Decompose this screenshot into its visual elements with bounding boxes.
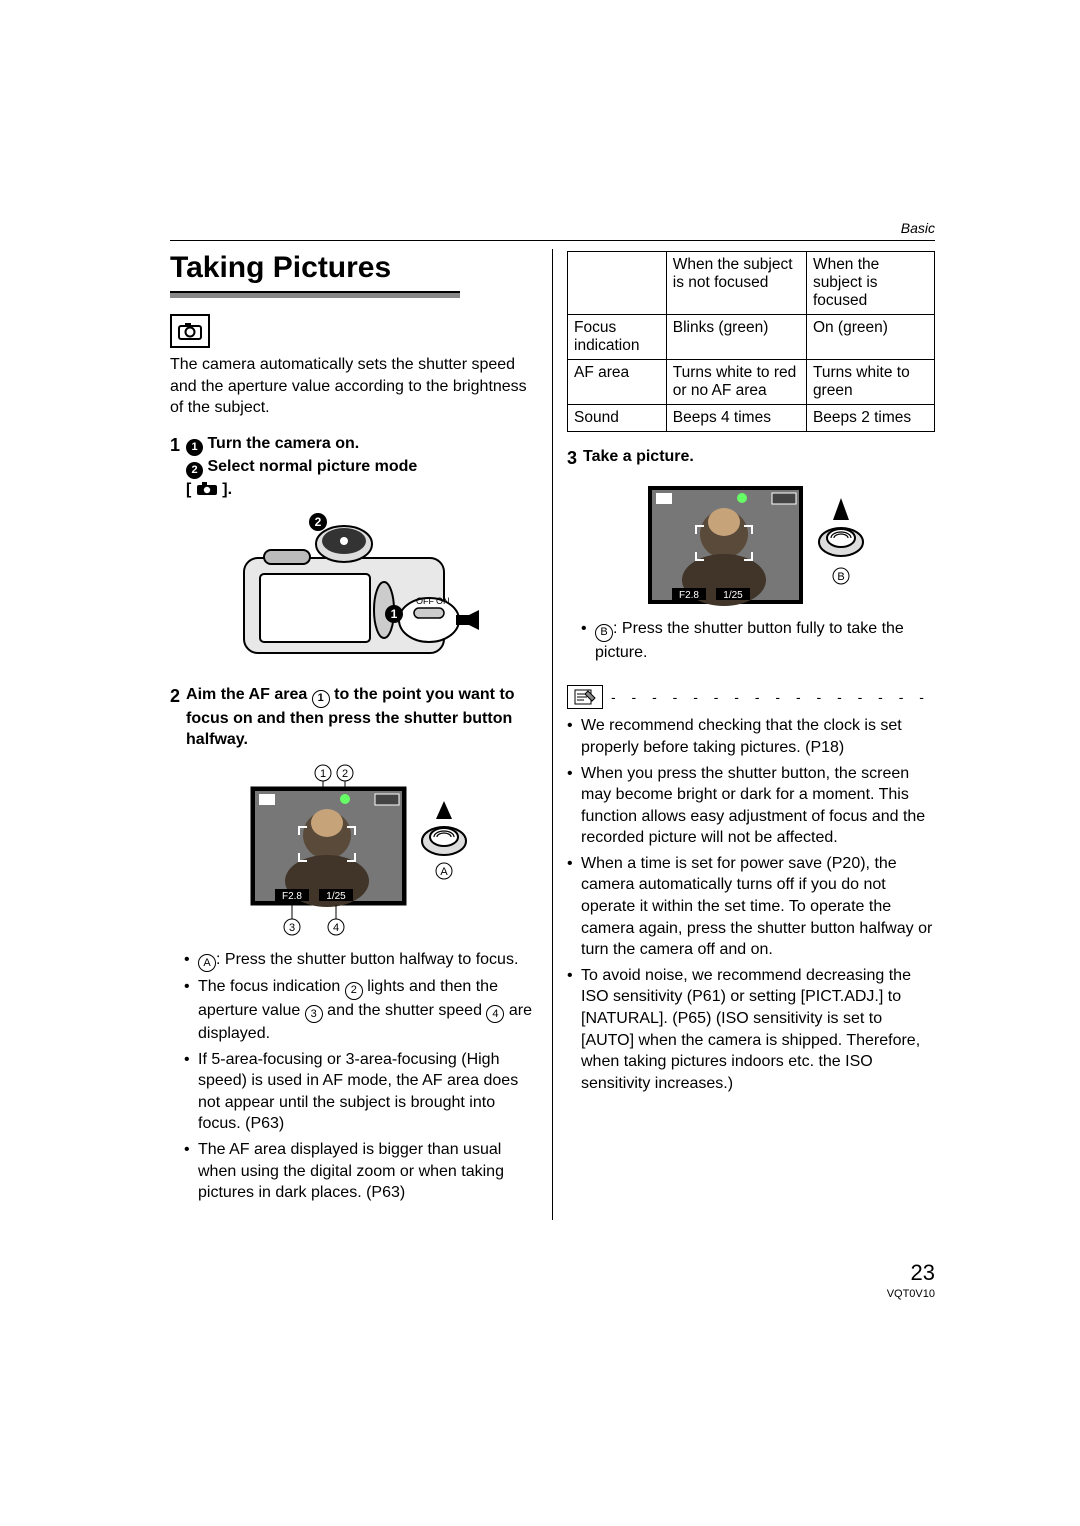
step-1: 1 1 Turn the camera on. 2 Select normal … [170,433,538,500]
step-content: 1 Turn the camera on. 2 Select normal pi… [186,433,538,500]
table-row: Focus indication Blinks (green) On (gree… [568,315,935,360]
section-label: Basic [170,220,935,236]
step-number: 2 [170,684,180,751]
circled-3: 3 [305,1005,323,1023]
tip: When a time is set for power save (P20),… [581,853,935,961]
step1-line2: Select normal picture mode [207,458,417,475]
step2-text1: Aim the AF area [186,686,312,703]
cell: When the subject is focused [806,252,934,315]
bullet: The AF area displayed is bigger than usu… [198,1139,538,1204]
cell [568,252,667,315]
camera-icon [196,482,218,496]
right-column: When the subject is not focused When the… [567,249,935,1220]
cell: Turns white to green [806,360,934,405]
bullet: A: Press the shutter button halfway to f… [198,949,538,972]
dashes: - - - - - - - - - - - - - - - - - [611,689,935,705]
page-title: Taking Pictures [170,251,538,285]
circled-4: 4 [486,1005,504,1023]
circled-1: 1 [312,690,330,708]
cell: Turns white to red or no AF area [666,360,806,405]
svg-text:B: B [837,571,844,583]
circled-B: B [595,624,613,642]
page-number: 23 [170,1260,935,1286]
step-3: 3 Take a picture. [567,446,935,470]
substep-2-icon: 2 [186,462,203,479]
two-column-layout: Taking Pictures The camera automatically… [170,249,935,1220]
svg-text:1/25: 1/25 [326,891,346,902]
cell: Sound [568,405,667,432]
divider [170,240,935,241]
tips-divider: - - - - - - - - - - - - - - - - - [567,685,935,709]
step-2: 2 Aim the AF area 1 to the point you wan… [170,684,538,751]
step-content: Take a picture. [583,446,935,470]
step1-line1: Turn the camera on. [207,435,359,452]
svg-text:2: 2 [342,768,348,780]
cell: On (green) [806,315,934,360]
tip: When you press the shutter button, the s… [581,763,935,849]
left-column: Taking Pictures The camera automatically… [170,249,553,1220]
title-underline [170,291,460,298]
svg-text:1/25: 1/25 [723,590,743,601]
step-content: Aim the AF area 1 to the point you want … [186,684,538,751]
substep-1-icon: 1 [186,439,203,456]
circled-A: A [198,954,216,972]
bullet: The focus indication 2 lights and then t… [198,976,538,1044]
text: and the shutter speed [323,1002,487,1019]
tips-list: We recommend checking that the clock is … [567,715,935,1094]
svg-text:3: 3 [289,922,295,934]
svg-text:ON: ON [436,596,450,606]
text: The focus indication [198,978,345,995]
cell: Focus indication [568,315,667,360]
camera-illustration: 2 OFF ON 1 [224,510,484,670]
cell: Beeps 4 times [666,405,806,432]
step-number: 1 [170,433,180,500]
svg-text:4: 4 [333,922,339,934]
table-row: Sound Beeps 4 times Beeps 2 times [568,405,935,432]
note-icon [567,685,603,709]
cell: When the subject is not focused [666,252,806,315]
table-row: When the subject is not focused When the… [568,252,935,315]
text: : Press the shutter button halfway to fo… [216,951,518,968]
step3-bullets: B: Press the shutter button fully to tak… [567,618,935,663]
bullet: If 5-area-focusing or 3-area-focusing (H… [198,1049,538,1135]
lcd-illustration-2: F2.8 1/25 B [616,480,886,610]
tip: We recommend checking that the clock is … [581,715,935,758]
intro-text: The camera automatically sets the shutte… [170,354,538,419]
svg-text:OFF: OFF [416,596,434,606]
svg-text:A: A [440,866,448,878]
circled-2: 2 [345,982,363,1000]
step2-bullets: A: Press the shutter button halfway to f… [170,949,538,1204]
svg-text:2: 2 [315,515,322,529]
lcd-illustration: 1 2 F2.8 [219,761,489,941]
cell: Beeps 2 times [806,405,934,432]
page: Basic Taking Pictures The camera automat… [0,0,1080,1360]
bracket: [ [186,481,191,498]
bullet: B: Press the shutter button fully to tak… [595,618,935,663]
camera-mode-icon [170,314,210,348]
cell: Blinks (green) [666,315,806,360]
svg-text:1: 1 [320,768,326,780]
step-number: 3 [567,446,577,470]
table-row: AF area Turns white to red or no AF area… [568,360,935,405]
focus-table: When the subject is not focused When the… [567,251,935,432]
svg-text:F2.8: F2.8 [282,891,302,902]
svg-text:1: 1 [391,607,398,621]
svg-text:F2.8: F2.8 [679,590,699,601]
tip: To avoid noise, we recommend decreasing … [581,965,935,1095]
bracket: ]. [222,481,232,498]
text: : Press the shutter button fully to take… [595,620,904,660]
cell: AF area [568,360,667,405]
doc-code: VQT0V10 [170,1288,935,1300]
